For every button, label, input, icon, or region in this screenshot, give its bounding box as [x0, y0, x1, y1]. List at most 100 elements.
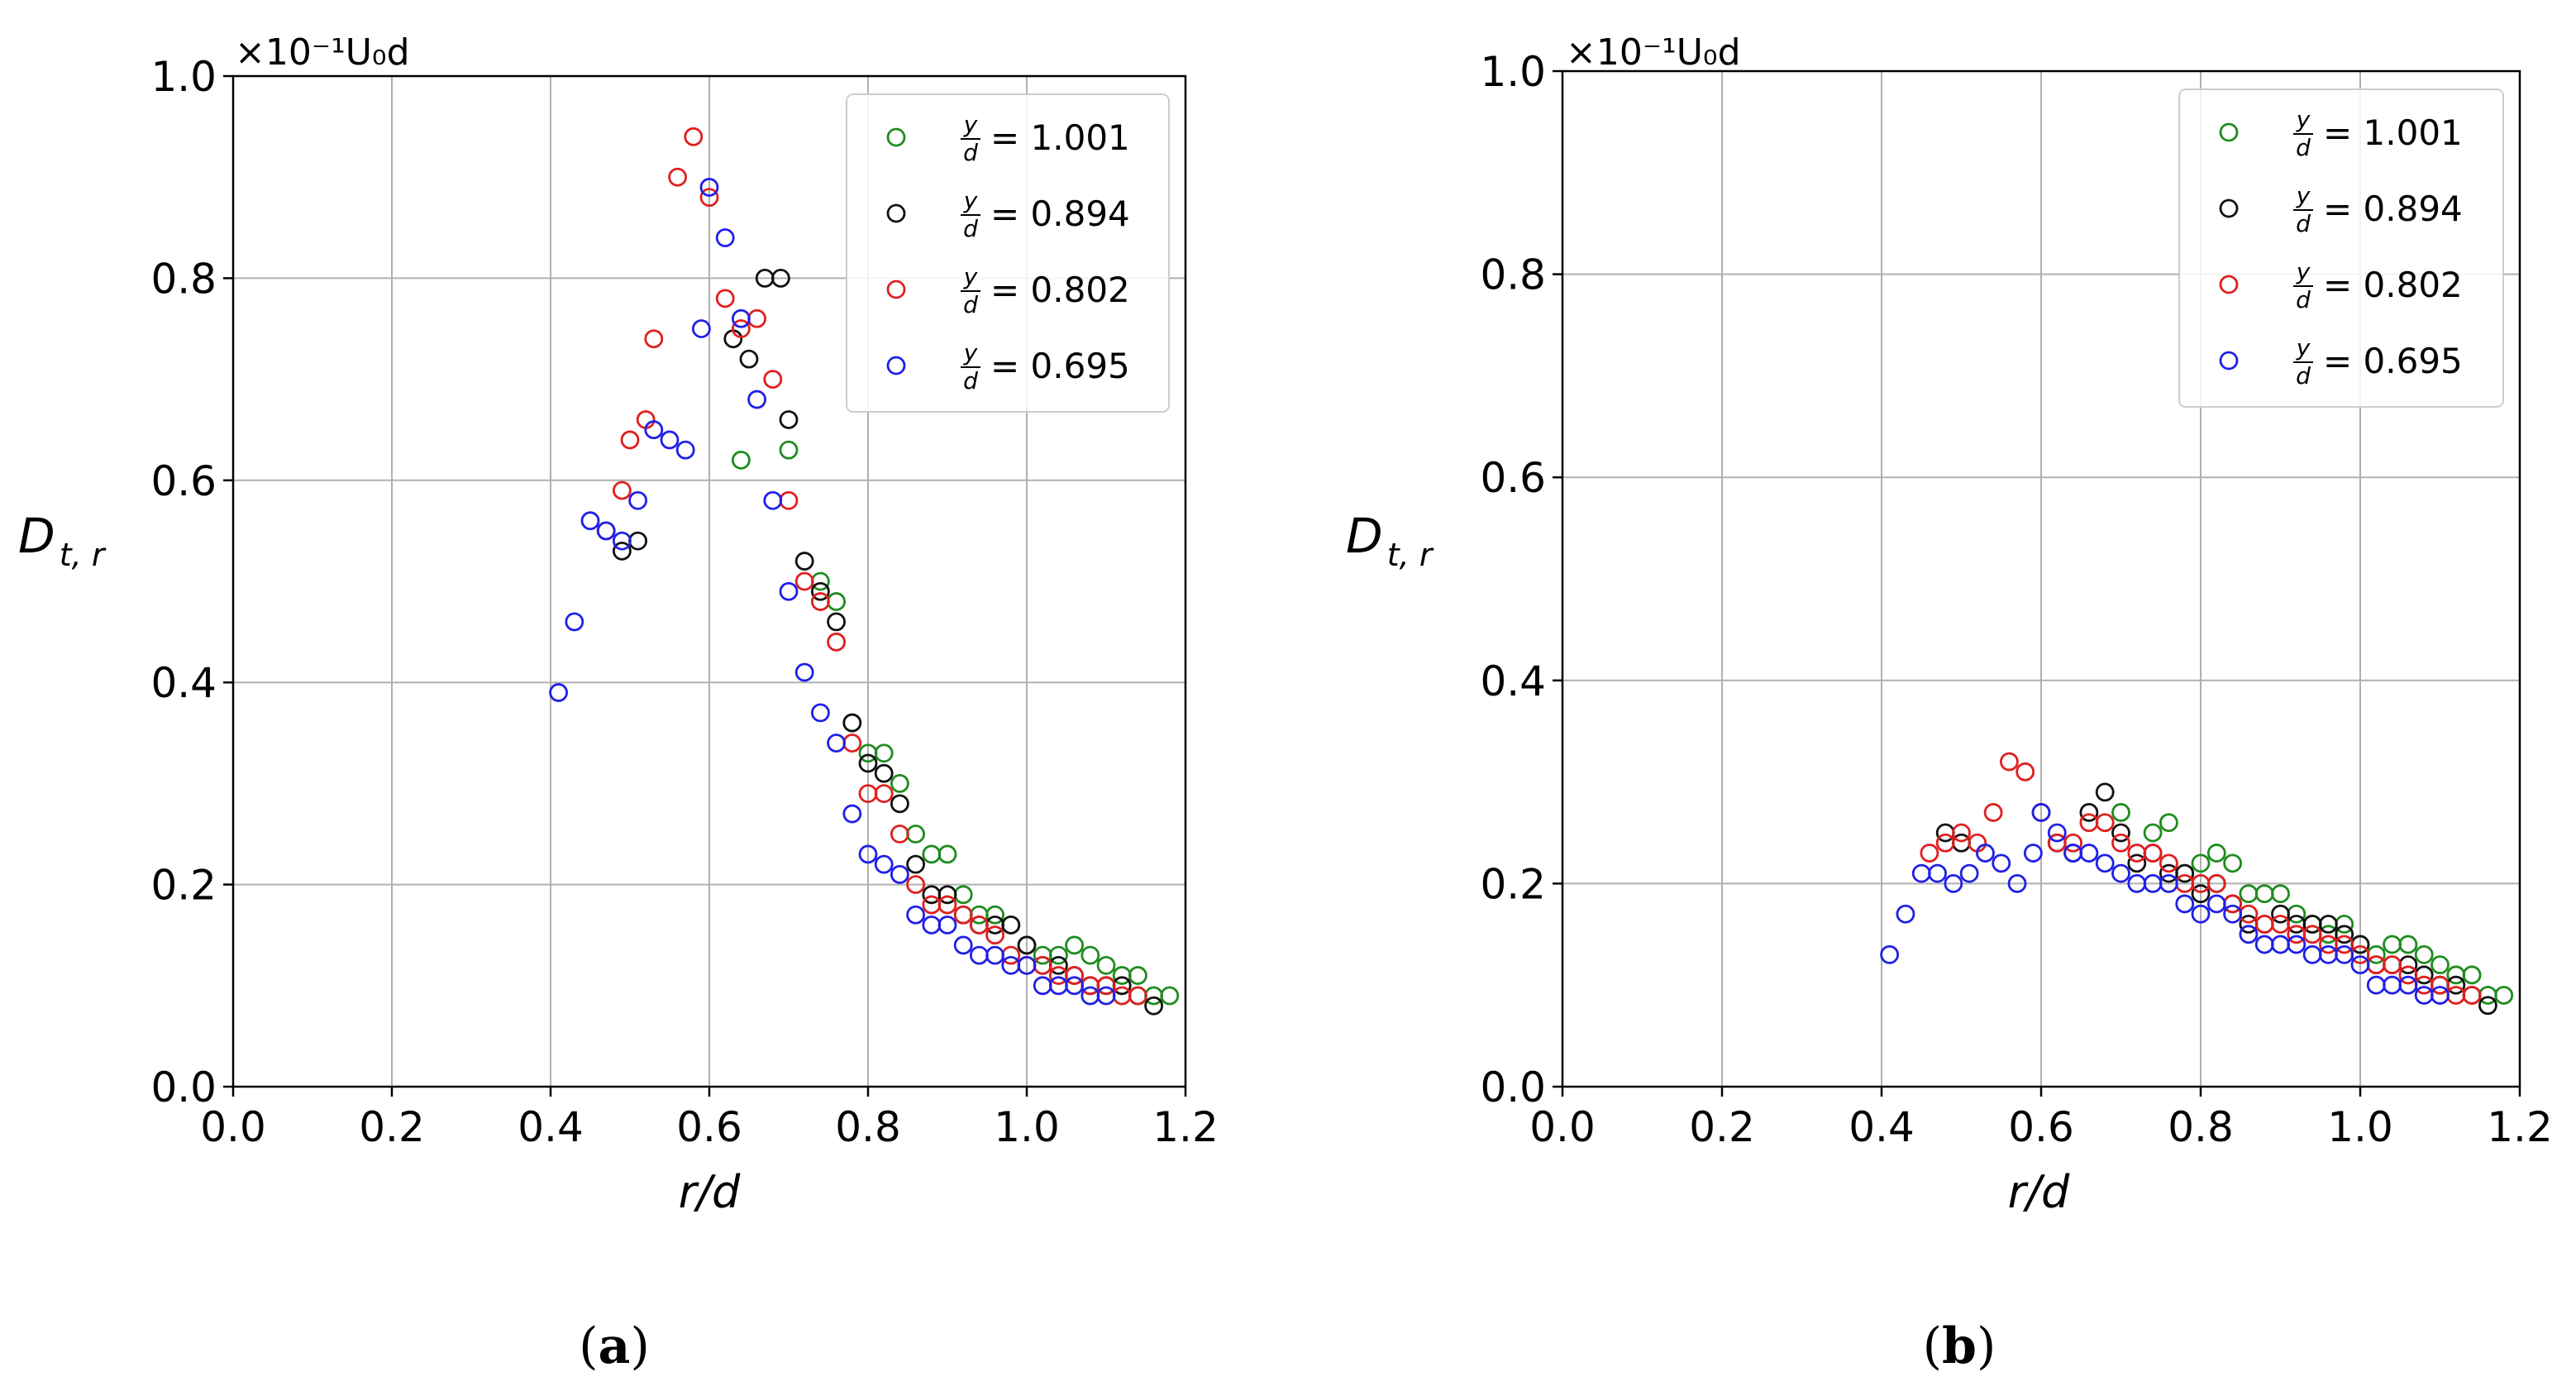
legend-marker — [2219, 122, 2239, 142]
legend-frac-numerator: y — [963, 263, 978, 290]
data-point — [2287, 935, 2306, 954]
y-multiplier-b: ×10⁻¹U₀d — [1566, 31, 1741, 74]
y-tick-label-a: 0.4 — [150, 659, 217, 707]
chart-panel-b: 0.0 0.2 0.4 0.6 0.8 1.0 1.2 0.0 0.2 0.4 0.6 0.8 1.0… — [1346, 31, 2553, 1375]
data-point — [763, 370, 783, 390]
data-point — [2398, 935, 2418, 954]
data-point — [644, 329, 664, 349]
data-point — [732, 450, 751, 470]
data-point — [2462, 986, 2482, 1005]
data-point — [2191, 853, 2211, 873]
legend-marker — [886, 280, 906, 299]
data-point — [2223, 904, 2243, 924]
data-point — [628, 531, 647, 551]
data-point — [1033, 976, 1052, 996]
x-tick-label-b: 0.2 — [1689, 1103, 1755, 1151]
x-tick-label-b: 0.6 — [2008, 1103, 2074, 1151]
legend-box-a — [846, 93, 1170, 413]
series-a-4 — [549, 178, 1116, 1006]
data-point — [2111, 863, 2130, 883]
data-point — [2398, 975, 2418, 995]
x-axis-label-a: r/d — [679, 1166, 741, 1218]
x-tick-label-b: 1.2 — [2487, 1103, 2553, 1151]
x-tick-label-a: 0.2 — [359, 1103, 425, 1151]
data-point — [1017, 935, 1037, 955]
data-point — [660, 430, 680, 450]
data-point — [858, 753, 878, 773]
data-point — [732, 308, 751, 328]
data-point — [2318, 915, 2338, 934]
data-point — [580, 511, 600, 531]
data-point — [874, 854, 894, 874]
data-point — [779, 440, 799, 460]
data-point — [2254, 884, 2274, 904]
data-point — [2271, 884, 2290, 904]
data-point — [613, 541, 632, 561]
data-point — [1944, 874, 1963, 893]
data-point — [2143, 823, 2163, 843]
y-axis-label-a: D t, r — [18, 508, 107, 573]
legend-frac-numerator: y — [2296, 182, 2311, 209]
data-point — [613, 531, 632, 551]
data-point — [874, 763, 894, 783]
legend-marker — [886, 203, 906, 223]
data-point — [1992, 853, 2011, 873]
data-point — [1160, 986, 1180, 1006]
y-tick-label-b: 0.6 — [1480, 454, 1546, 502]
data-point — [549, 683, 568, 702]
data-point — [794, 571, 814, 591]
data-point — [922, 895, 942, 915]
legend-frac-denominator: d — [963, 291, 978, 318]
data-point — [985, 905, 1004, 925]
y-tick-label-b: 1.0 — [1480, 48, 1546, 96]
data-point — [684, 127, 704, 146]
legend-frac-numerator: y — [2296, 334, 2311, 361]
y-axis-label-main-a: D — [18, 508, 55, 564]
data-point — [2079, 813, 2099, 833]
y-tick-label-b: 0.2 — [1480, 860, 1546, 908]
data-point — [763, 490, 783, 510]
legend-frac-denominator: d — [963, 367, 978, 394]
data-point — [1096, 976, 1116, 996]
data-point — [2431, 955, 2450, 975]
legend-marker — [886, 356, 906, 375]
x-tick-label-a: 0.6 — [676, 1103, 742, 1151]
data-point — [2478, 996, 2497, 1016]
x-tick-label-b: 1.0 — [2327, 1103, 2393, 1151]
data-point — [827, 592, 846, 611]
data-point — [2462, 965, 2482, 985]
data-point — [2239, 884, 2259, 904]
data-point — [922, 844, 942, 864]
legend-label: = 1.001 — [2323, 112, 2463, 153]
data-point — [1001, 955, 1021, 975]
data-point — [2254, 935, 2274, 954]
data-point — [2383, 955, 2402, 975]
data-point — [811, 581, 830, 601]
data-point — [2175, 863, 2195, 883]
data-point — [1880, 944, 1900, 964]
data-point — [2335, 935, 2354, 954]
data-point — [2271, 935, 2290, 954]
y-axis-label-sub-a: t, r — [60, 537, 107, 573]
data-point — [2366, 975, 2386, 995]
data-point — [937, 885, 957, 905]
y-tick-label-a: 1.0 — [150, 53, 217, 101]
data-point — [953, 885, 973, 905]
data-point — [827, 632, 846, 652]
data-point — [985, 925, 1004, 945]
data-point — [2271, 904, 2290, 924]
data-point — [2206, 894, 2226, 914]
data-point — [1911, 863, 1931, 883]
data-point — [2159, 813, 2178, 833]
legend-frac-numerator: y — [2296, 106, 2311, 133]
x-axis-label-b: r/d — [2008, 1166, 2070, 1218]
data-point — [2383, 975, 2402, 995]
data-point — [2335, 925, 2354, 944]
data-point — [747, 390, 766, 409]
data-point — [2063, 833, 2083, 853]
